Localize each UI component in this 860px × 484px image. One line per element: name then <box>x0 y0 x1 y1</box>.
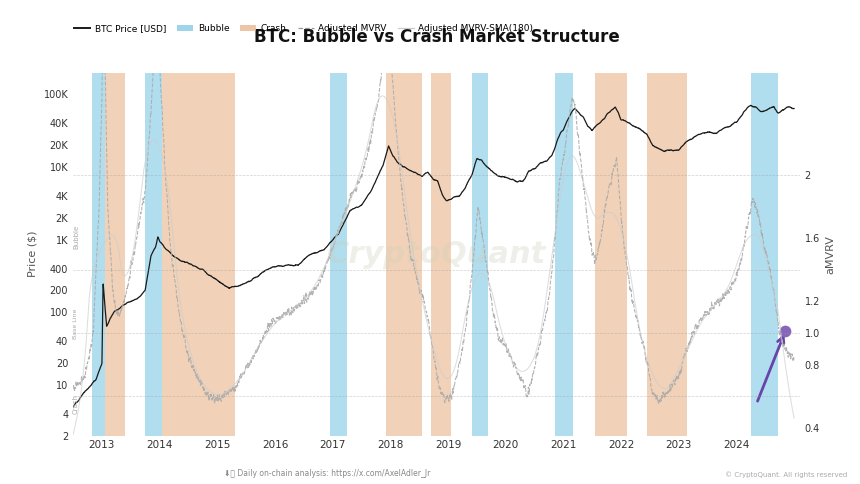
Title: BTC: Bubble vs Crash Market Structure: BTC: Bubble vs Crash Market Structure <box>254 28 619 46</box>
Bar <box>92 73 105 436</box>
Y-axis label: Price ($): Price ($) <box>28 231 38 277</box>
Text: © CryptoQuant. All rights reserved: © CryptoQuant. All rights reserved <box>725 471 847 478</box>
Text: CryptoQuant: CryptoQuant <box>327 240 546 269</box>
Bar <box>329 73 347 436</box>
Bar <box>751 73 778 436</box>
Text: Base Line: Base Line <box>73 308 78 339</box>
Text: Bubble: Bubble <box>73 225 79 249</box>
Bar <box>555 73 573 436</box>
Legend: BTC Price [USD], Bubble, Crash, Adjusted MVRV, Adjusted MVRV-SMA(180): BTC Price [USD], Bubble, Crash, Adjusted… <box>71 21 537 37</box>
Y-axis label: aMVRV: aMVRV <box>826 235 836 273</box>
Bar <box>647 73 687 436</box>
Bar <box>105 73 125 436</box>
Bar <box>163 73 235 436</box>
Bar <box>472 73 488 436</box>
Text: Crash: Crash <box>73 393 79 414</box>
Bar <box>595 73 627 436</box>
Bar <box>385 73 422 436</box>
Bar <box>431 73 451 436</box>
Point <box>778 327 792 335</box>
Text: ⬇️🔒 Daily on-chain analysis: https://x.com/AxelAdler_Jr: ⬇️🔒 Daily on-chain analysis: https://x.c… <box>224 469 430 478</box>
Bar <box>145 73 163 436</box>
